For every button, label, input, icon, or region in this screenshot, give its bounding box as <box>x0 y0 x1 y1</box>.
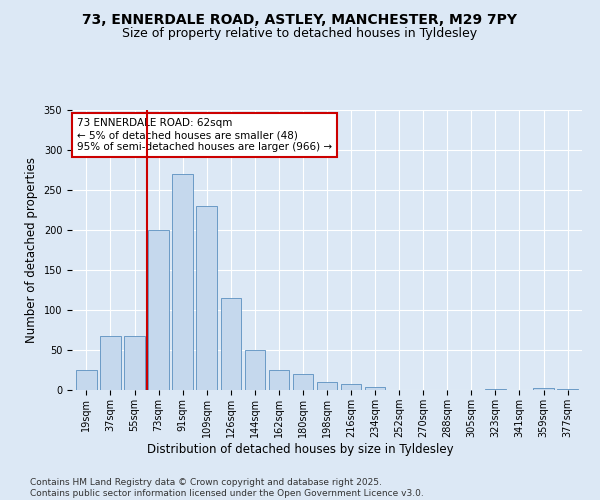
Bar <box>533 388 554 390</box>
Bar <box>317 382 337 390</box>
Bar <box>557 389 578 390</box>
Bar <box>148 230 169 390</box>
Bar <box>100 336 121 390</box>
Text: 73, ENNERDALE ROAD, ASTLEY, MANCHESTER, M29 7PY: 73, ENNERDALE ROAD, ASTLEY, MANCHESTER, … <box>83 12 517 26</box>
Bar <box>485 389 506 390</box>
Bar <box>341 384 361 390</box>
Bar <box>293 374 313 390</box>
Text: Contains HM Land Registry data © Crown copyright and database right 2025.
Contai: Contains HM Land Registry data © Crown c… <box>30 478 424 498</box>
Bar <box>245 350 265 390</box>
Text: Distribution of detached houses by size in Tyldesley: Distribution of detached houses by size … <box>146 442 454 456</box>
Bar <box>172 174 193 390</box>
Bar <box>196 206 217 390</box>
Bar <box>221 298 241 390</box>
Y-axis label: Number of detached properties: Number of detached properties <box>25 157 38 343</box>
Bar <box>124 336 145 390</box>
Text: 73 ENNERDALE ROAD: 62sqm
← 5% of detached houses are smaller (48)
95% of semi-de: 73 ENNERDALE ROAD: 62sqm ← 5% of detache… <box>77 118 332 152</box>
Bar <box>269 370 289 390</box>
Bar <box>76 370 97 390</box>
Bar <box>365 387 385 390</box>
Text: Size of property relative to detached houses in Tyldesley: Size of property relative to detached ho… <box>122 28 478 40</box>
